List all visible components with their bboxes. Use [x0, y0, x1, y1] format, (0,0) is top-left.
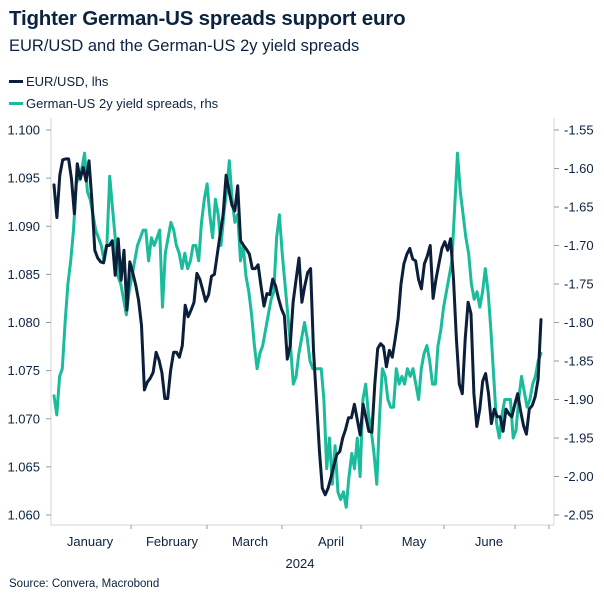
right-tick-label: -1.70 [564, 238, 594, 253]
legend-item-spread: German-US 2y yield spreads, rhs [9, 92, 218, 114]
x-tick-label: May [402, 534, 427, 549]
chart-subtitle: EUR/USD and the German-US 2y yield sprea… [9, 37, 360, 55]
right-tick-label: -1.65 [564, 200, 594, 215]
left-tick-label: 1.065 [7, 459, 40, 474]
chart-title: Tighter German-US spreads support euro [9, 7, 406, 30]
x-tick-label: February [146, 534, 199, 549]
legend-swatch-eurusd [9, 79, 23, 83]
right-tick-label: -1.75 [564, 277, 594, 292]
source-note: Source: Convera, Macrobond [9, 578, 160, 590]
series-line-spread [52, 151, 543, 509]
left-tick-label: 1.090 [7, 219, 40, 234]
x-tick-label: June [475, 534, 503, 549]
left-tick-label: 1.075 [7, 363, 40, 378]
left-tick-label: 1.085 [7, 267, 40, 282]
left-tick-label: 1.080 [7, 315, 40, 330]
left-tick-label: 1.060 [7, 508, 40, 523]
left-tick-label: 1.100 [7, 123, 40, 138]
x-tick-label: March [232, 534, 268, 549]
right-tick-label: -2.05 [564, 508, 594, 523]
left-tick-label: 1.070 [7, 411, 40, 426]
right-tick-label: -1.80 [564, 315, 594, 330]
legend-swatch-spread [9, 101, 23, 105]
legend: EUR/USD, lhs German-US 2y yield spreads,… [9, 70, 218, 114]
right-tick-label: -1.60 [564, 161, 594, 176]
right-tick-label: -1.55 [564, 123, 594, 138]
right-tick-label: -1.85 [564, 354, 594, 369]
x-tick-label: January [67, 534, 114, 549]
right-tick-label: -1.90 [564, 392, 594, 407]
right-tick-label: -2.00 [564, 469, 594, 484]
legend-label-spread: German-US 2y yield spreads, rhs [26, 95, 219, 111]
x-tick-label: April [318, 534, 344, 549]
legend-label-eurusd: EUR/USD, lhs [26, 73, 109, 89]
legend-item-eurusd: EUR/USD, lhs [9, 70, 218, 92]
x-axis-year-label: 2024 [286, 556, 315, 571]
left-tick-label: 1.095 [7, 171, 40, 186]
series-line-eurusd [52, 157, 543, 497]
right-tick-label: -1.95 [564, 431, 594, 446]
